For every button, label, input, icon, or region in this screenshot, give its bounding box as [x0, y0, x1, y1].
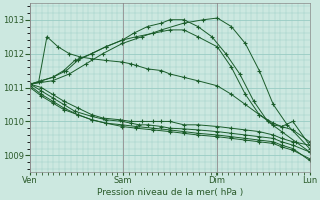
- X-axis label: Pression niveau de la mer( hPa ): Pression niveau de la mer( hPa ): [97, 188, 243, 197]
